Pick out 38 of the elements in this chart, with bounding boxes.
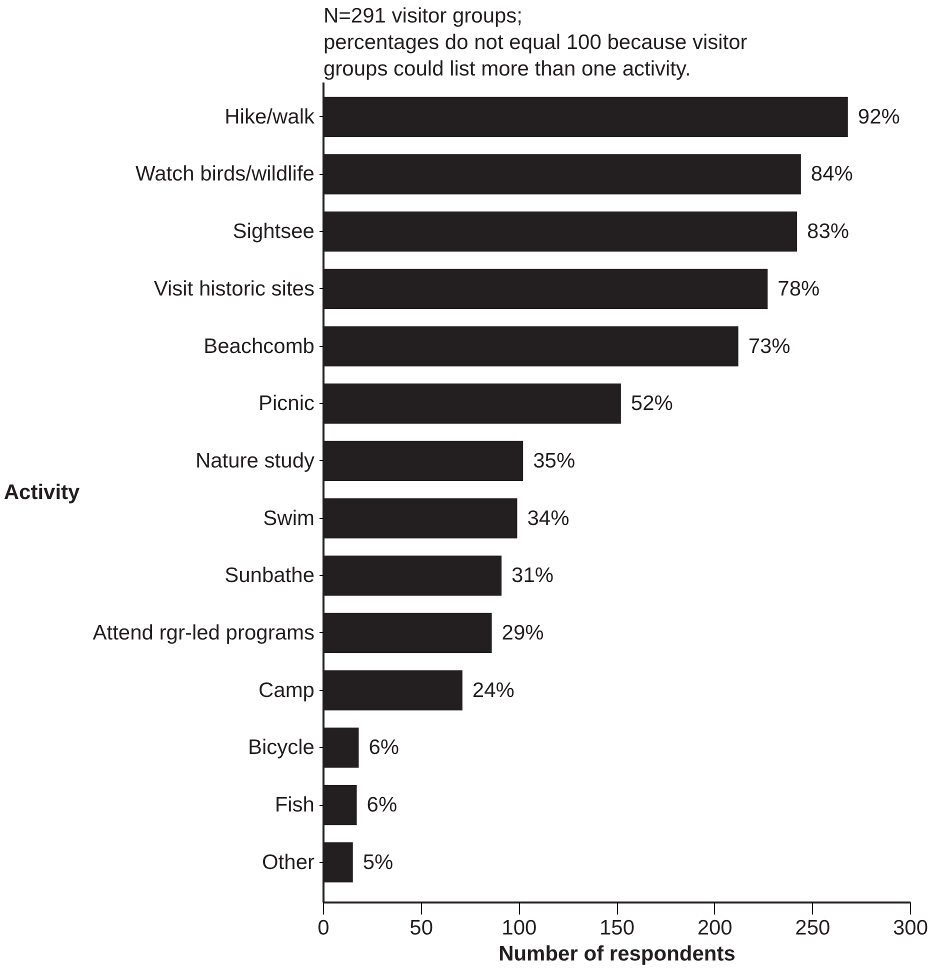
y-tick-label: Picnic	[258, 392, 315, 416]
annotation: 5%	[362, 850, 394, 874]
y-tick-label: Camp	[258, 678, 315, 702]
annotation: 35%	[533, 449, 576, 472]
annotation: 6%	[368, 736, 400, 760]
y-tick-label: Watch birds/wildlife	[136, 162, 315, 186]
x-tick-label: 50	[410, 916, 434, 940]
y-tick-label: Sunbathe	[224, 564, 315, 588]
annotation: 34%	[527, 506, 570, 530]
x-tick-label: 150	[599, 916, 635, 940]
annotation: 84%	[810, 162, 853, 186]
annotation: 6%	[366, 794, 398, 817]
annotation: 29%	[502, 621, 544, 644]
y-tick-label: Hike/walk	[224, 105, 315, 128]
y-tick-label: Visit historic sites	[154, 277, 315, 300]
y-tick-label: Attend rgr-led programs	[92, 621, 315, 644]
y-tick-label: Swim	[263, 506, 315, 530]
x-tick-label: 0	[318, 916, 330, 940]
annotation: 73%	[748, 334, 790, 358]
annotation: 31%	[512, 564, 554, 588]
y-tick-label: Sightsee	[232, 220, 315, 244]
annotation: 78%	[778, 277, 820, 300]
y-tick-label: Fish	[274, 794, 315, 817]
x-tick-label: 200	[697, 916, 732, 940]
y-tick-label: Other	[262, 850, 315, 874]
x-tick-label: 300	[892, 916, 928, 940]
x-tick-label: 250	[795, 916, 830, 940]
annotation: 52%	[630, 392, 673, 416]
annotation: 83%	[807, 220, 850, 244]
annotation: 92%	[858, 105, 900, 128]
y-tick-label: Bicycle	[248, 736, 315, 760]
chart-title: N=291 visitor groups; percentages do not equal 100 because visitor groups could list more than one activity.	[324, 4, 748, 80]
y-axis-title: Activity	[4, 481, 80, 504]
y-tick-label: Beachcomb	[204, 334, 315, 358]
x-axis-title: Number of respondents	[498, 942, 736, 966]
y-tick-label: Nature study	[195, 449, 315, 472]
annotation: 24%	[472, 678, 514, 702]
x-tick-label: 100	[502, 916, 537, 940]
